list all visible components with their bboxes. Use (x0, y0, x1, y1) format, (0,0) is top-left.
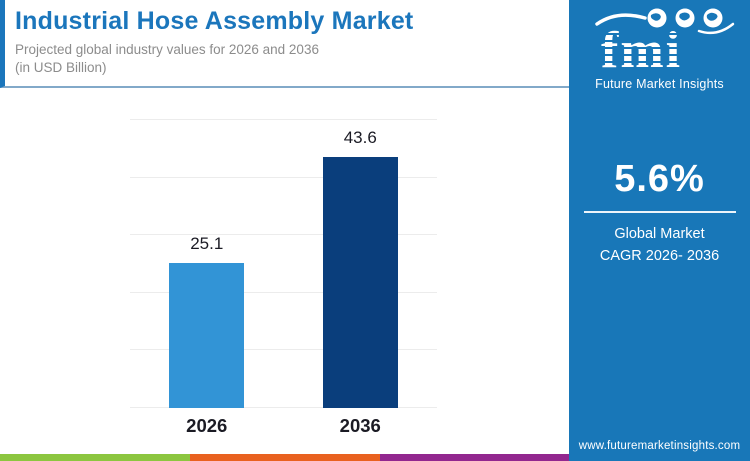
chart-plot: 25.1 43.6 (130, 119, 437, 408)
cagr-divider (583, 211, 736, 213)
bar-value-label-2026: 25.1 (190, 234, 224, 254)
bar-group-2026: 25.1 (169, 234, 245, 408)
footer-stripe-green (0, 454, 190, 461)
subtitle-line-1: Projected global industry values for 202… (15, 42, 319, 57)
footer-stripe-purple (380, 454, 569, 461)
page-subtitle: Projected global industry values for 202… (15, 41, 569, 77)
logo-swoosh-left-icon (594, 13, 647, 26)
gridline (130, 349, 437, 351)
logo-caption: Future Market Insights (595, 77, 724, 91)
bar-2036 (322, 156, 398, 408)
subtitle-line-2: (in USD Billion) (15, 60, 107, 76)
gridline (130, 176, 437, 178)
bar-group-2036: 43.6 (322, 127, 398, 408)
globe-icon-americas (647, 8, 666, 28)
cagr-label-line-2: CAGR 2026- 2036 (599, 247, 720, 264)
chart-area: 25.1 43.6 2026 2036 (0, 88, 569, 454)
gridline (130, 119, 437, 120)
x-axis-label-2036: 2036 (339, 415, 381, 436)
cagr-value: 5.6% (614, 158, 705, 200)
logo-swoosh-right-icon (697, 22, 734, 35)
logo-text: fmi (601, 22, 682, 71)
globe-icon-europe (675, 8, 694, 28)
footer-stripe-orange (190, 454, 380, 461)
globe-icon-asia (703, 8, 722, 28)
cagr-label: Global Market CAGR 2026- 2036 (569, 224, 750, 268)
chart-x-axis: 2026 2036 (130, 415, 437, 437)
cagr-block: 5.6% Global Market CAGR 2026- 2036 (569, 158, 750, 268)
fmi-logo-graphic: fmi (594, 8, 734, 79)
header: Industrial Hose Assembly Market Projecte… (0, 0, 569, 88)
gridline (130, 291, 437, 293)
page-title: Industrial Hose Assembly Market (15, 7, 414, 35)
gridline (130, 407, 437, 408)
cagr-label-line-1: Global Market (614, 226, 705, 242)
bar-2026 (169, 263, 245, 408)
bar-value-label-2036: 43.6 (343, 127, 377, 147)
website-link[interactable]: www.futuremarketinsights.com (578, 440, 741, 452)
gridline (130, 234, 437, 236)
brand-panel: fmi Future Market Insights 5.6% Global M… (569, 0, 750, 461)
fmi-logo: fmi Future Market Insights (569, 0, 750, 91)
x-axis-label-2026: 2026 (186, 415, 228, 436)
